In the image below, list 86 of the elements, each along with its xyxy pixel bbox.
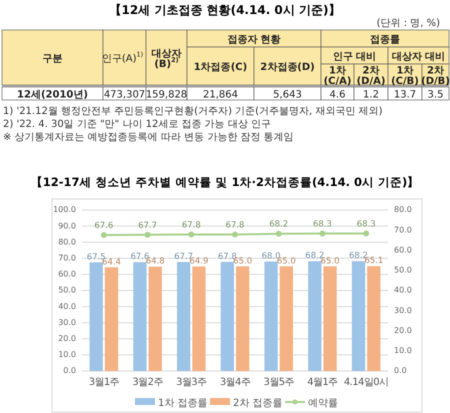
x-tick-label: 3월3주	[176, 377, 208, 388]
y-tick-label: 90.0	[58, 221, 76, 230]
text: (단위 : 명, %)	[376, 18, 440, 29]
category-label: 2차접종(D)	[260, 62, 315, 73]
category-label: 대상자 (B)$^{2)}$	[152, 48, 182, 70]
bar	[90, 262, 103, 371]
data-label: 65.0	[276, 256, 296, 266]
data-label: 67.8	[182, 220, 201, 231]
data-label: 68.2	[269, 220, 288, 230]
bar	[236, 266, 250, 371]
text: 21,864	[203, 89, 238, 100]
bar	[264, 262, 278, 371]
text: 구분	[42, 53, 62, 64]
y2-tick-label: 60.0	[394, 245, 412, 254]
text: 대상자 대비	[392, 51, 446, 62]
bar	[148, 266, 162, 371]
text: 3.5	[428, 89, 444, 100]
y2-tick-label: 10.0	[394, 346, 412, 356]
category-label: 2차 (D/B)	[421, 64, 450, 86]
data-label: 65.1	[364, 256, 384, 266]
y-tick-label: 30.0	[58, 318, 76, 327]
y-tick-label: 80.0	[58, 237, 76, 246]
text: ※ 상기통계자료는 예방접종등록에 따라 변동 가능한 잠정 통계임	[3, 132, 294, 143]
data-label: 64.9	[189, 256, 208, 267]
data-label: 64.4	[102, 257, 121, 268]
text: 1) '21.12월 행정안전부 주민등록인구현황(거주자) 기준(거주불명자, 재외국민 제외)	[3, 106, 383, 117]
y2-tick-label: 50.0	[394, 266, 412, 275]
x-tick-label: 4.14일0시	[344, 377, 388, 388]
text: 159,828	[146, 89, 188, 100]
legend-label: 2차 접종률	[233, 398, 283, 409]
legend-label: 1차 접종률	[158, 398, 208, 409]
category-label: 1차 (C/B)	[391, 64, 419, 86]
y-tick-label: 60.0	[58, 270, 76, 279]
bar	[352, 261, 366, 371]
y2-tick-label: 80.0	[394, 205, 412, 214]
y-tick-label: 10.0	[58, 350, 76, 360]
y2-tick-label: 0.0	[394, 366, 407, 376]
x-tick-label: 3월2주	[132, 377, 164, 388]
category-label: 1차접종(C)	[194, 62, 248, 73]
text: 1.2	[363, 89, 379, 100]
text: 접종률	[370, 34, 400, 46]
data-label: 65.0	[233, 256, 252, 266]
data-label: 68.3	[312, 220, 332, 230]
y-tick-label: 70.0	[58, 253, 76, 262]
bar	[280, 266, 294, 371]
text: 12세(2010년)	[17, 89, 88, 100]
y-tick-label: 20.0	[58, 334, 76, 343]
bar	[220, 262, 234, 371]
bar	[367, 266, 380, 371]
text: 접종자 현황	[227, 34, 281, 46]
data-label: 67.7	[138, 220, 158, 231]
bar	[192, 266, 206, 371]
text: 인구 대비	[332, 51, 376, 62]
bar	[176, 262, 190, 371]
text: 13.7	[394, 89, 416, 100]
text: 473,307	[104, 89, 146, 100]
data-label: 67.8	[226, 220, 244, 231]
x-tick-label: 4월1주	[307, 377, 338, 388]
text: 【12세 기초접종 현황(4.14. 0시 기준)】	[110, 3, 340, 17]
x-tick-label: 3월1주	[88, 377, 120, 388]
text: 2) '22. 4. 30일 기준 "만" 나이 12세로 접종 가능 대상 인구	[3, 119, 272, 130]
y-tick-label: 0.0	[63, 366, 76, 376]
data-label: 68.3	[356, 220, 376, 230]
category-label: 인구(A)$^{1)}$	[102, 50, 144, 64]
text: 4.6	[330, 89, 346, 100]
bar	[104, 267, 118, 371]
y-tick-label: 50.0	[58, 286, 76, 295]
x-tick-label: 3월4주	[220, 377, 251, 388]
legend-label: 예약률	[308, 398, 338, 409]
data-label: 65.0	[320, 256, 340, 266]
y-tick-label: 100.0	[53, 205, 76, 214]
y-tick-label: 40.0	[58, 302, 76, 311]
category-label: 2차 (D/A)	[356, 64, 386, 86]
y2-tick-label: 40.0	[394, 286, 412, 295]
bar	[133, 262, 147, 371]
category-label: 1차 (C/A)	[324, 64, 352, 86]
data-label: 64.8	[146, 256, 165, 267]
bar	[323, 266, 337, 371]
x-tick-label: 3월5주	[264, 377, 294, 388]
y2-tick-label: 20.0	[394, 326, 412, 335]
text: 5,643	[273, 89, 302, 100]
chart-title: 【12-17세 청소년 주차별 예약률 및 1차·2차접종률(4.14. 0시 기준)】	[30, 175, 420, 189]
y2-tick-label: 30.0	[394, 306, 412, 315]
data-label: 67.6	[94, 220, 114, 231]
bar	[308, 261, 322, 371]
y2-tick-label: 70.0	[394, 225, 412, 234]
